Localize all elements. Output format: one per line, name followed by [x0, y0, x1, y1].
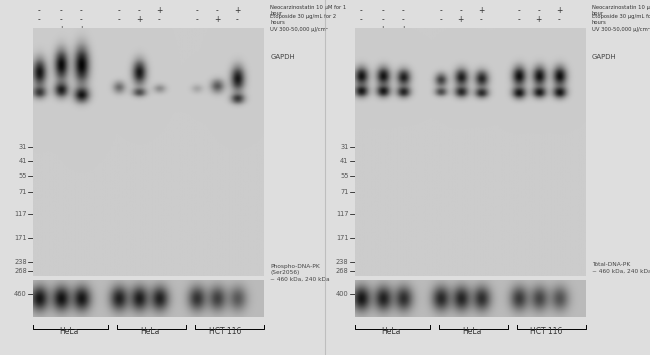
Text: -: -: [460, 6, 462, 15]
Text: +: +: [478, 6, 484, 15]
Text: 55: 55: [340, 173, 348, 179]
Text: -: -: [558, 25, 560, 34]
Text: Total-DNA-PK
~ 460 kDa, 240 kDa: Total-DNA-PK ~ 460 kDa, 240 kDa: [592, 262, 650, 273]
Text: 171: 171: [14, 235, 27, 241]
Text: -: -: [60, 15, 62, 24]
Text: +: +: [458, 15, 464, 24]
Text: 41: 41: [18, 158, 27, 164]
Text: -: -: [196, 15, 198, 24]
Text: Neocarzinostatin 10 μM for 1
hour: Neocarzinostatin 10 μM for 1 hour: [270, 5, 346, 16]
Text: -: -: [480, 15, 482, 24]
Text: Neocarzinostatin 10 μM for 1
hour: Neocarzinostatin 10 μM for 1 hour: [592, 5, 650, 16]
Text: Etoposide 30 μg/mL for 2
hours: Etoposide 30 μg/mL for 2 hours: [592, 14, 650, 25]
Text: 31: 31: [19, 144, 27, 150]
Text: 55: 55: [18, 173, 27, 179]
Text: -: -: [517, 15, 520, 24]
Text: -: -: [118, 25, 120, 34]
Text: -: -: [517, 25, 520, 34]
Text: -: -: [460, 25, 462, 34]
Text: 71: 71: [18, 189, 27, 195]
Text: 238: 238: [14, 258, 27, 264]
Text: 400: 400: [336, 291, 348, 297]
Text: -: -: [359, 25, 363, 34]
Text: -: -: [216, 25, 218, 34]
Text: -: -: [196, 25, 198, 34]
Text: -: -: [158, 25, 161, 34]
Text: -: -: [38, 25, 41, 34]
Text: -: -: [558, 15, 560, 24]
Text: Phospho-DNA-PK
(Ser2056)
~ 460 kDa, 240 kDa: Phospho-DNA-PK (Ser2056) ~ 460 kDa, 240 …: [270, 264, 330, 282]
Text: 31: 31: [341, 144, 348, 150]
Text: HeLa: HeLa: [462, 327, 482, 336]
Text: -: -: [439, 15, 442, 24]
Text: -: -: [38, 15, 41, 24]
Text: -: -: [538, 25, 540, 34]
Text: +: +: [136, 15, 142, 24]
Text: -: -: [80, 15, 83, 24]
Text: -: -: [402, 15, 404, 24]
Text: GAPDH: GAPDH: [270, 54, 295, 60]
Text: -: -: [480, 25, 482, 34]
Text: 71: 71: [340, 189, 348, 195]
Text: -: -: [138, 6, 140, 15]
Text: +: +: [556, 6, 562, 15]
Text: -: -: [439, 6, 442, 15]
Text: 117: 117: [14, 211, 27, 217]
Text: -: -: [236, 15, 239, 24]
Text: -: -: [196, 6, 198, 15]
Text: Etoposide 30 μg/mL for 2
hours: Etoposide 30 μg/mL for 2 hours: [270, 14, 337, 25]
Text: +: +: [536, 15, 542, 24]
Text: 41: 41: [340, 158, 348, 164]
Text: -: -: [38, 6, 41, 15]
Text: -: -: [538, 6, 540, 15]
Text: -: -: [382, 15, 384, 24]
Text: +: +: [156, 6, 162, 15]
Text: HeLa: HeLa: [140, 327, 160, 336]
Text: -: -: [118, 15, 120, 24]
Text: 117: 117: [336, 211, 348, 217]
Text: +: +: [234, 6, 240, 15]
Text: UV 300-50,000 μJ/cm²: UV 300-50,000 μJ/cm²: [592, 27, 650, 32]
Text: 171: 171: [336, 235, 348, 241]
Text: -: -: [118, 6, 120, 15]
Text: +: +: [400, 25, 406, 34]
Text: 268: 268: [336, 268, 348, 274]
Text: -: -: [158, 15, 161, 24]
Text: +: +: [214, 15, 220, 24]
Text: 268: 268: [14, 268, 27, 274]
Text: -: -: [80, 6, 83, 15]
Text: HCT 116: HCT 116: [530, 327, 563, 336]
Text: +: +: [78, 25, 84, 34]
Text: -: -: [402, 6, 404, 15]
Text: -: -: [359, 15, 363, 24]
Text: HeLa: HeLa: [59, 327, 79, 336]
Text: HeLa: HeLa: [381, 327, 400, 336]
Text: -: -: [382, 6, 384, 15]
Text: GAPDH: GAPDH: [592, 54, 617, 60]
Text: +: +: [380, 25, 386, 34]
Text: -: -: [138, 25, 140, 34]
Text: 460: 460: [14, 291, 27, 297]
Text: +: +: [58, 25, 64, 34]
Text: -: -: [359, 6, 363, 15]
Text: 238: 238: [336, 258, 348, 264]
Text: -: -: [517, 6, 520, 15]
Text: -: -: [439, 25, 442, 34]
Text: -: -: [236, 25, 239, 34]
Text: HCT 116: HCT 116: [209, 327, 241, 336]
Text: -: -: [60, 6, 62, 15]
Text: UV 300-50,000 μJ/cm²: UV 300-50,000 μJ/cm²: [270, 27, 328, 32]
Text: -: -: [216, 6, 218, 15]
